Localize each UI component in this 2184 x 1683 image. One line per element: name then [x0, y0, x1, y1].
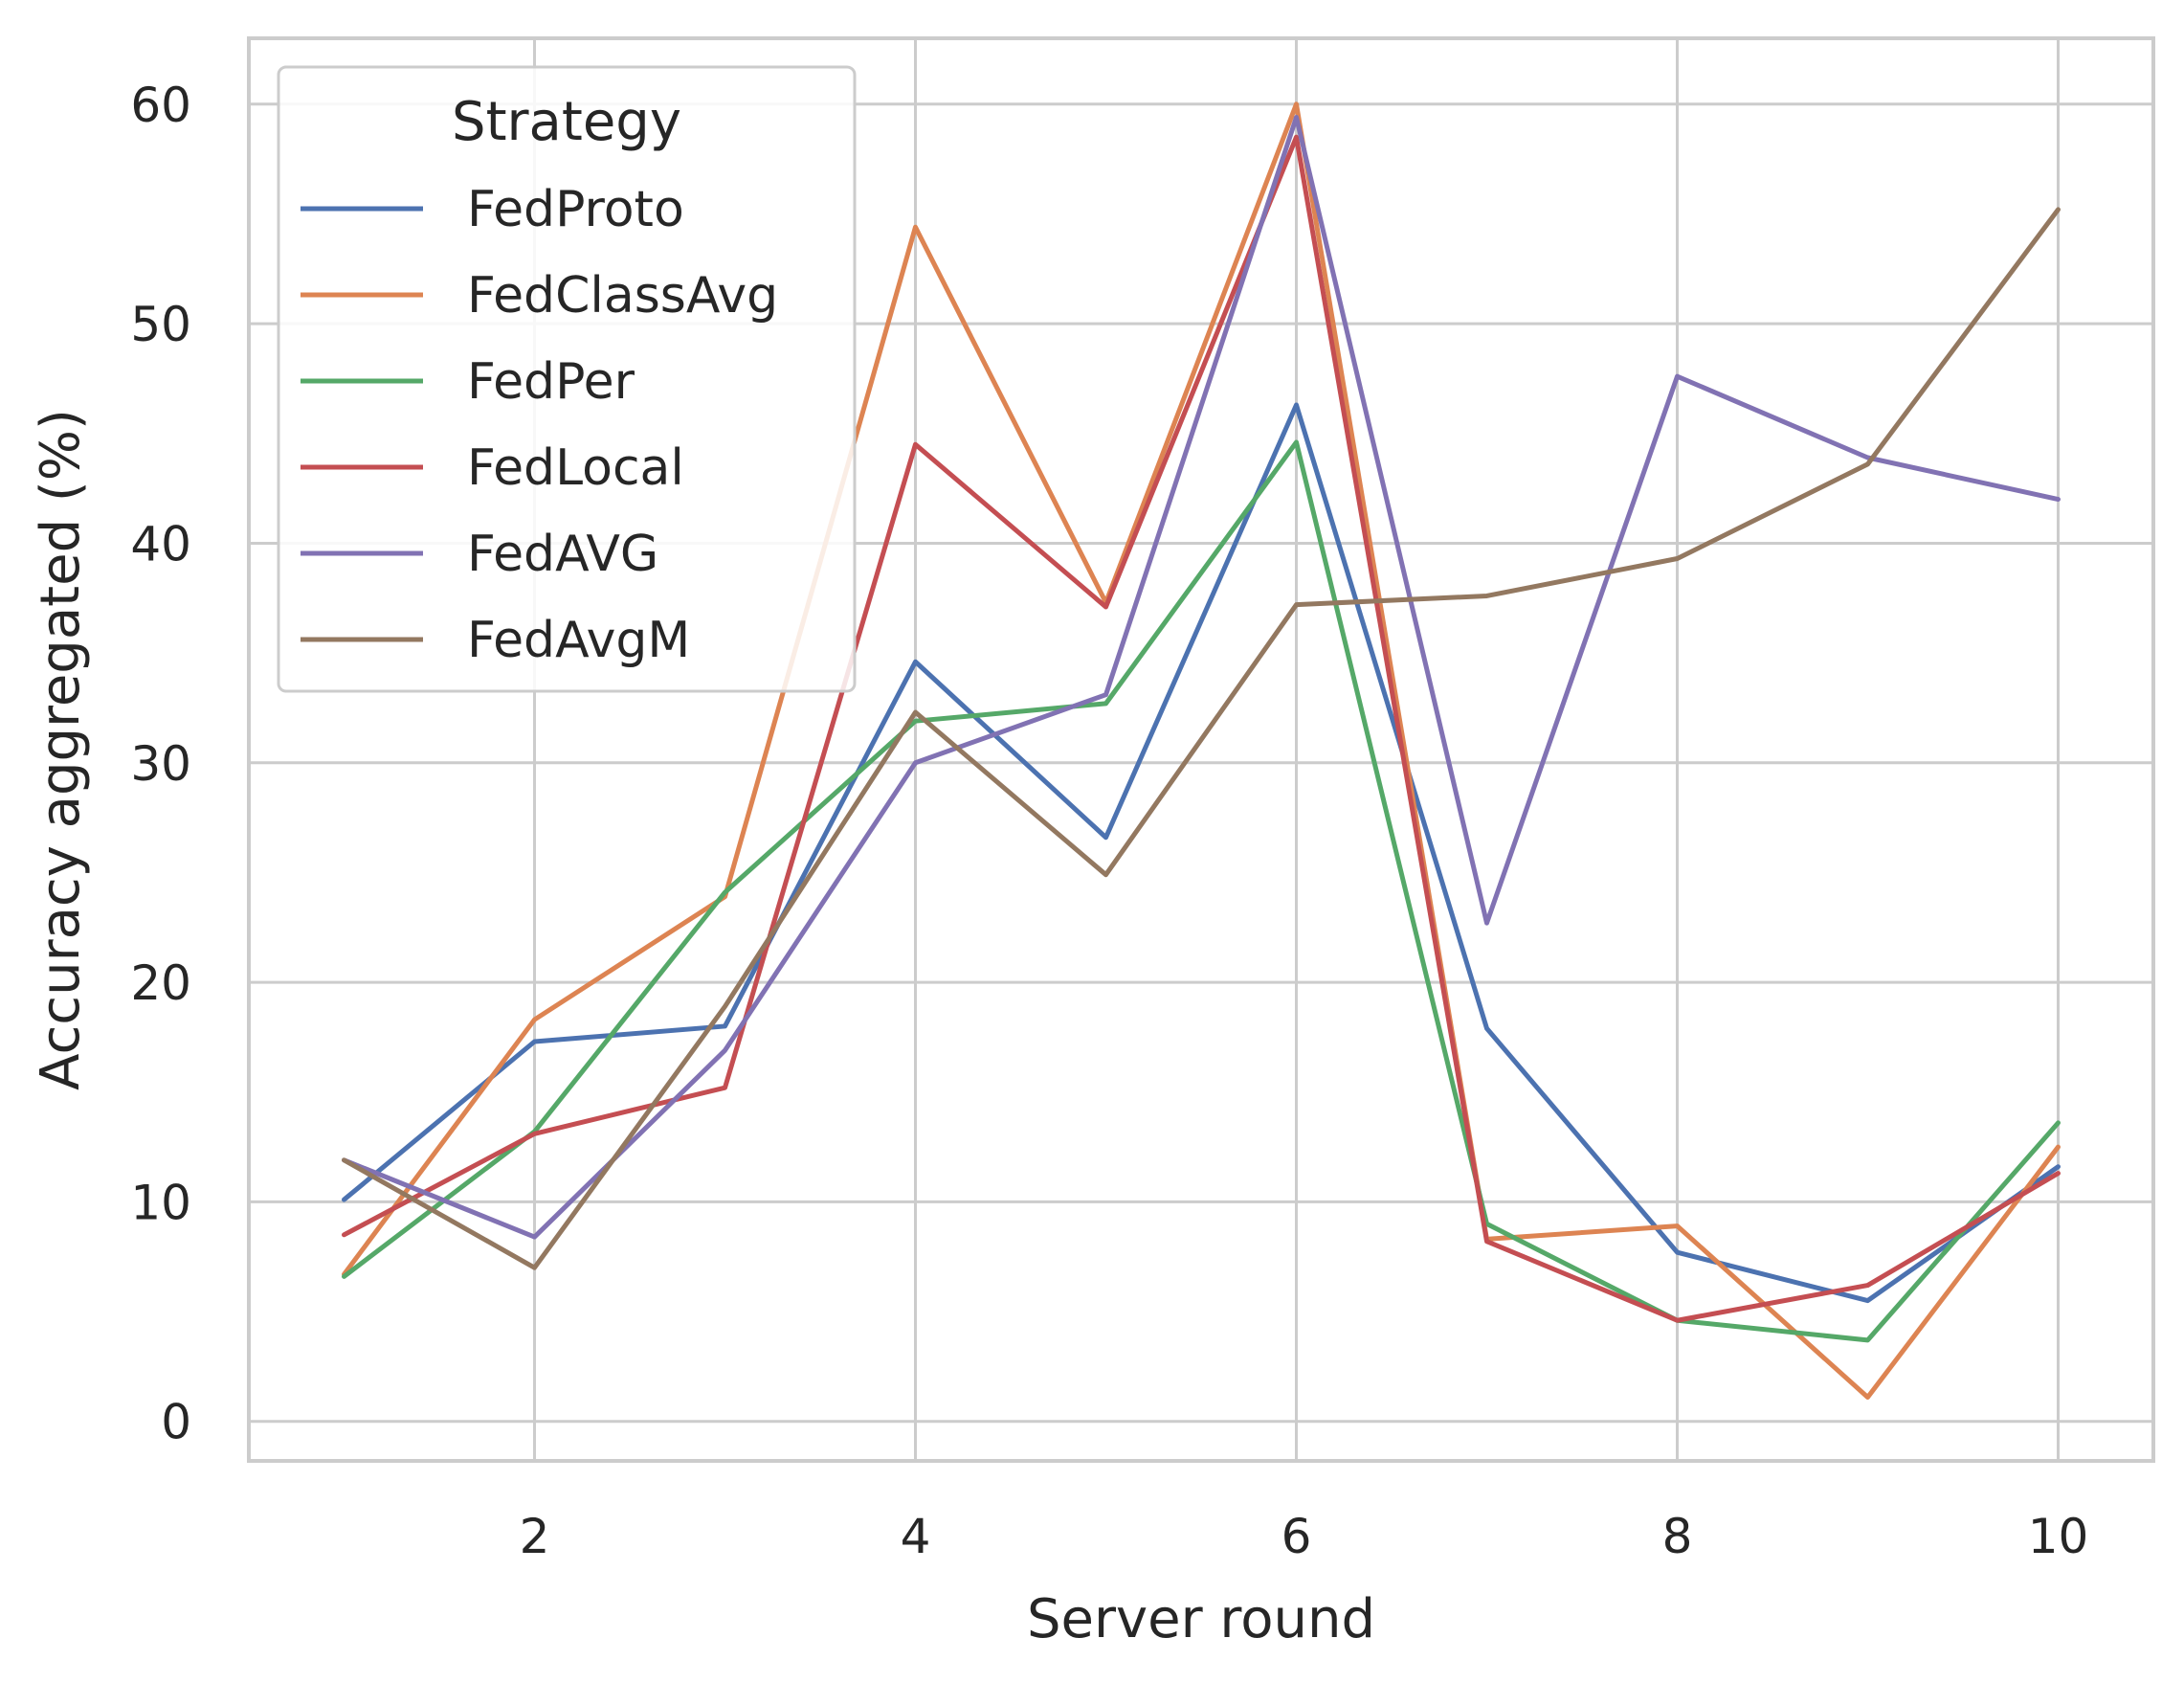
legend: Strategy FedProto FedClassAvg FedPer FedLoc…: [277, 65, 857, 693]
series-line-fedper: [342, 439, 2061, 1343]
series-line-fedclassavg: [342, 101, 2061, 1400]
y-axis-label: Accuracy aggregated (%): [30, 409, 92, 1090]
legend-label: FedLocal: [467, 439, 684, 497]
y-tick-label: 10: [130, 1175, 191, 1230]
x-tick-label: 8: [1662, 1509, 1693, 1564]
x-tick-label: 10: [2028, 1509, 2089, 1564]
legend-label: FedPer: [467, 353, 635, 411]
series-line-fedavgm: [342, 207, 2061, 1270]
series-lines: [342, 101, 2061, 1400]
y-tick-labels: 0 10 20 30 40 50 60: [130, 78, 191, 1450]
x-tick-labels: 2 4 6 8 10: [520, 1509, 2089, 1564]
series-line-fedproto: [342, 402, 2061, 1304]
legend-title: Strategy: [452, 91, 681, 153]
x-tick-label: 4: [901, 1509, 931, 1564]
x-tick-label: 2: [520, 1509, 550, 1564]
series-line-fedlocal: [342, 134, 2061, 1323]
series-line-fedavg: [342, 115, 2061, 1240]
legend-label: FedProto: [467, 181, 684, 238]
x-tick-label: 6: [1281, 1509, 1312, 1564]
y-tick-label: 60: [130, 78, 191, 133]
plot-frame: [247, 36, 2155, 1463]
y-tick-label: 0: [161, 1395, 191, 1450]
y-tick-label: 20: [130, 955, 191, 1011]
legend-label: FedClassAvg: [467, 267, 778, 325]
x-axis-label: Server round: [1027, 1588, 1375, 1650]
y-tick-label: 40: [130, 516, 191, 572]
legend-box: [277, 65, 857, 693]
legend-label: FedAvgM: [467, 612, 690, 669]
legend-label: FedAVG: [467, 526, 658, 583]
y-tick-label: 50: [130, 297, 191, 352]
y-tick-label: 30: [130, 736, 191, 792]
